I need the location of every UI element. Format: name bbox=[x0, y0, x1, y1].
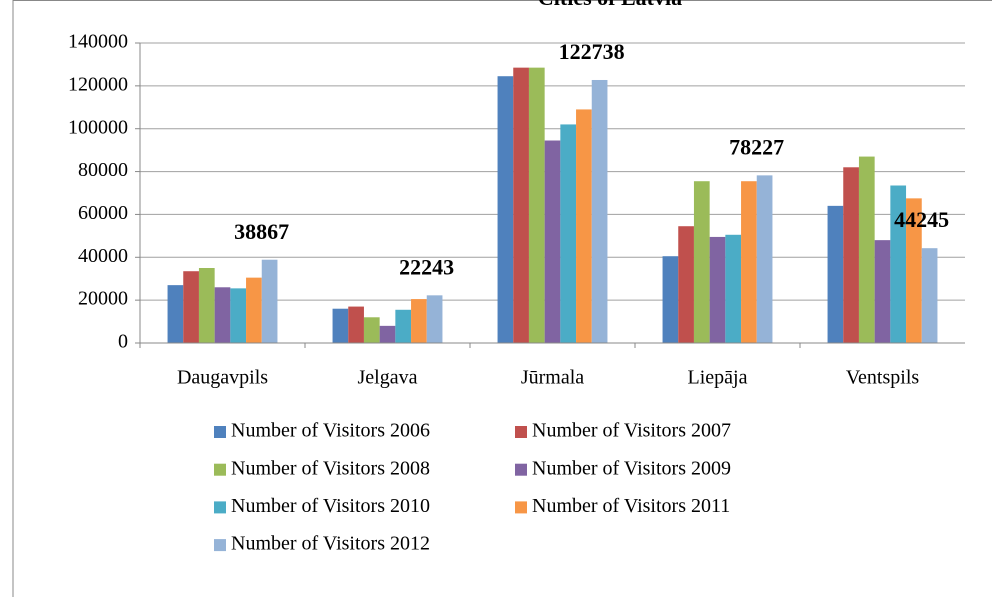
data-label: 22243 bbox=[399, 254, 454, 279]
bar bbox=[348, 306, 364, 343]
bar bbox=[363, 317, 380, 343]
legend-swatch bbox=[515, 426, 527, 438]
bar bbox=[183, 271, 199, 343]
chart-title: Cities of Latvia bbox=[538, 0, 682, 10]
y-tick-label: 40000 bbox=[78, 245, 128, 267]
data-label: 44245 bbox=[894, 207, 949, 232]
bar bbox=[426, 295, 443, 343]
bar bbox=[411, 299, 427, 343]
bar bbox=[693, 181, 710, 343]
legend-label: Number of Visitors 2008 bbox=[231, 457, 430, 479]
bar bbox=[725, 234, 742, 343]
bar bbox=[662, 256, 679, 343]
bar bbox=[827, 205, 844, 343]
data-label: 78227 bbox=[729, 134, 784, 159]
y-tick-label: 60000 bbox=[78, 202, 128, 224]
bar bbox=[560, 124, 577, 343]
legend-label: Number of Visitors 2010 bbox=[231, 495, 430, 517]
bar bbox=[858, 156, 875, 343]
bar bbox=[167, 285, 184, 343]
legend-label: Number of Visitors 2012 bbox=[231, 533, 430, 555]
bar bbox=[678, 226, 694, 343]
bar bbox=[513, 67, 529, 344]
legend-label: Number of Visitors 2011 bbox=[532, 495, 730, 517]
bar bbox=[528, 67, 545, 344]
bar bbox=[709, 236, 726, 343]
x-tick-label: Jūrmala bbox=[521, 367, 584, 389]
bar bbox=[921, 248, 938, 343]
bar bbox=[906, 198, 922, 343]
legend-label: Number of Visitors 2007 bbox=[532, 420, 731, 442]
legend-label: Number of Visitors 2009 bbox=[532, 457, 731, 479]
bar bbox=[890, 185, 907, 343]
x-tick-label: Ventspils bbox=[846, 367, 920, 389]
bar bbox=[874, 240, 891, 343]
legend-swatch bbox=[515, 501, 527, 514]
legend-swatch bbox=[214, 463, 226, 476]
x-tick-label: Liepāja bbox=[688, 367, 748, 389]
legend-swatch bbox=[515, 463, 527, 476]
legend-swatch bbox=[214, 426, 226, 438]
x-tick-label: Jelgava bbox=[358, 367, 418, 389]
bar bbox=[198, 268, 215, 343]
y-tick-label: 20000 bbox=[78, 288, 128, 310]
y-tick-label: 80000 bbox=[78, 159, 128, 181]
bar bbox=[230, 288, 247, 343]
bar bbox=[756, 175, 773, 343]
bar bbox=[395, 309, 412, 343]
bar bbox=[576, 109, 592, 343]
bar bbox=[544, 140, 561, 343]
data-label: 122738 bbox=[559, 39, 625, 64]
bar bbox=[591, 79, 608, 344]
legend-swatch bbox=[214, 501, 226, 514]
bar bbox=[843, 167, 859, 343]
bar bbox=[332, 308, 349, 343]
bar bbox=[741, 181, 757, 343]
legend-label: Number of Visitors 2006 bbox=[231, 420, 430, 442]
bar bbox=[379, 325, 396, 343]
bar bbox=[497, 76, 514, 343]
bar bbox=[246, 277, 262, 343]
data-label: 38867 bbox=[234, 219, 289, 244]
bar bbox=[214, 287, 231, 343]
y-tick-label: 0 bbox=[118, 331, 128, 353]
y-tick-label: 140000 bbox=[68, 31, 128, 53]
bar bbox=[261, 259, 278, 343]
legend-swatch bbox=[214, 539, 226, 552]
y-tick-label: 100000 bbox=[68, 116, 128, 138]
y-tick-label: 120000 bbox=[68, 73, 128, 95]
x-tick-label: Daugavpils bbox=[177, 367, 268, 389]
